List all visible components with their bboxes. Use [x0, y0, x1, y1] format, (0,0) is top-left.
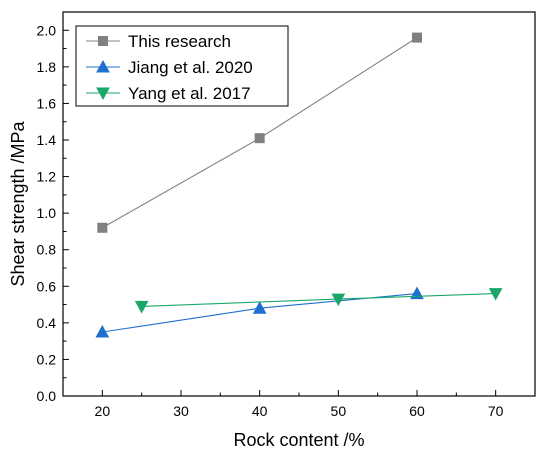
y-tick-label: 1.0 [37, 205, 57, 221]
legend-marker [98, 36, 108, 46]
legend-marker [96, 59, 110, 73]
y-axis-title: Shear strength /MPa [8, 120, 28, 286]
series-yang-et-al-2017 [134, 288, 503, 314]
y-tick-label: 0.4 [37, 315, 57, 331]
data-point [252, 301, 267, 314]
y-tick-label: 0.0 [37, 388, 57, 404]
legend-label: Jiang et al. 2020 [128, 58, 253, 77]
y-tick-label: 0.2 [37, 351, 57, 367]
series-this-research [97, 32, 422, 233]
x-tick-label: 70 [488, 403, 504, 419]
data-point [95, 324, 110, 338]
x-tick-label: 30 [173, 403, 189, 419]
y-tick-label: 0.6 [37, 278, 57, 294]
data-point [134, 300, 149, 314]
series-jiang-et-al-2020 [95, 286, 424, 338]
x-tick-label: 20 [95, 403, 111, 419]
x-axis-title: Rock content /% [233, 430, 364, 450]
x-tick-label: 60 [409, 403, 425, 419]
y-tick-label: 1.8 [37, 59, 57, 75]
legend-entry: Yang et al. 2017 [86, 84, 251, 103]
y-tick-label: 2.0 [37, 22, 57, 38]
data-point [331, 293, 346, 307]
y-tick-label: 1.6 [37, 95, 57, 111]
data-point [412, 32, 422, 43]
y-tick-label: 1.2 [37, 169, 57, 185]
y-tick-label: 1.4 [37, 132, 57, 148]
legend-label: This research [128, 32, 231, 51]
series-line [141, 293, 496, 307]
data-point [488, 288, 503, 301]
x-tick-label: 50 [331, 403, 347, 419]
legend-entry: Jiang et al. 2020 [86, 58, 253, 77]
x-tick-label: 40 [252, 403, 268, 419]
legend-label: Yang et al. 2017 [128, 84, 251, 103]
data-point [97, 222, 108, 233]
legend-marker [96, 87, 110, 101]
y-tick-label: 0.8 [37, 242, 57, 258]
legend-entry: This research [86, 32, 231, 51]
data-point [254, 133, 265, 144]
